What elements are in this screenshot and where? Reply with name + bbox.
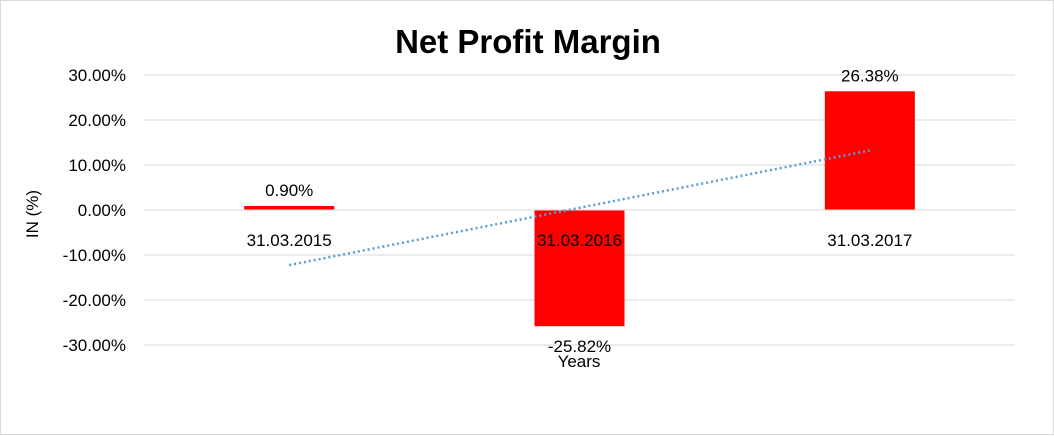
y-tick-label: -30.00% bbox=[63, 336, 126, 355]
y-tick-label: 20.00% bbox=[68, 111, 126, 130]
y-axis-label: IN (%) bbox=[23, 190, 42, 238]
chart-title: Net Profit Margin bbox=[395, 23, 661, 60]
data-label: -25.82% bbox=[548, 337, 611, 356]
category-labels: 31.03.2015 31.03.2016 31.03.2017 bbox=[247, 231, 913, 250]
data-label: 26.38% bbox=[841, 66, 899, 85]
y-tick-label: 10.00% bbox=[68, 156, 126, 175]
bar bbox=[534, 210, 625, 327]
trendline bbox=[288, 149, 871, 267]
y-tick-label: 30.00% bbox=[68, 66, 126, 85]
y-axis-ticks: 30.00% 20.00% 10.00% 0.00% -10.00% -20.00% -30… bbox=[63, 66, 126, 355]
data-label: 0.90% bbox=[265, 181, 313, 200]
x-axis-label: Years bbox=[558, 352, 601, 371]
category-label: 31.03.2017 bbox=[827, 231, 912, 250]
y-tick-label: -20.00% bbox=[63, 291, 126, 310]
data-labels: 0.90% -25.82% 26.38% bbox=[265, 66, 899, 356]
bar bbox=[244, 205, 335, 210]
y-tick-label: 0.00% bbox=[78, 201, 126, 220]
category-label: 31.03.2015 bbox=[247, 231, 332, 250]
y-tick-label: -10.00% bbox=[63, 246, 126, 265]
category-label: 31.03.2016 bbox=[537, 231, 622, 250]
